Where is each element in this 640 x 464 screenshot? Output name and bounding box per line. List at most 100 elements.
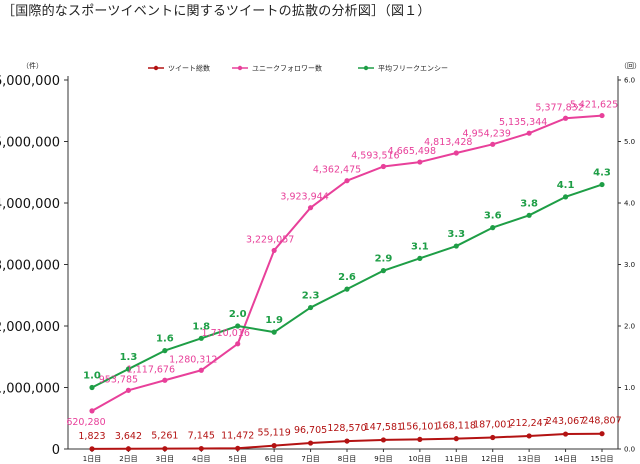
data-point (125, 387, 132, 393)
data-point (198, 367, 204, 373)
data-label: 4.1 (557, 180, 575, 191)
data-point (162, 348, 168, 354)
data-label: 5,135,344 (499, 117, 547, 128)
data-point (125, 366, 132, 372)
data-point (271, 443, 277, 449)
data-point (125, 446, 132, 452)
data-label: 3,642 (115, 431, 142, 442)
data-label: 1,280,312 (169, 354, 217, 365)
data-label: 55,119 (258, 428, 291, 439)
data-point (380, 163, 387, 170)
data-point (526, 433, 532, 439)
data-point (453, 436, 459, 442)
data-label: 11,472 (221, 430, 254, 441)
data-label: 1,710,016 (202, 328, 250, 339)
data-point (562, 194, 569, 200)
data-point (89, 446, 95, 452)
right-axis-unit: （回） (620, 62, 640, 70)
data-point (380, 437, 387, 443)
data-label: 620,280 (66, 417, 105, 428)
data-label: 4,665,498 (388, 146, 436, 157)
right-axis-tick-label: 6.0 (624, 77, 635, 85)
data-point (490, 225, 496, 231)
data-point (89, 384, 95, 391)
data-point (271, 247, 277, 254)
data-point (417, 159, 423, 165)
x-axis-tick-label: 14日目 (554, 455, 577, 463)
data-point (235, 445, 241, 451)
data-label: 128,570 (327, 423, 366, 434)
data-point (344, 286, 350, 292)
legend-label: ユニークフォロワー数 (252, 64, 322, 73)
left-axis-unit: （件） (22, 61, 43, 70)
data-label: 1.3 (120, 352, 138, 363)
data-point (526, 130, 532, 136)
data-label: 2.6 (338, 272, 356, 283)
data-label: 7,145 (188, 431, 215, 442)
data-label: 953,785 (99, 374, 138, 385)
data-label: 1.8 (192, 321, 210, 332)
data-point (490, 141, 496, 147)
data-point (453, 150, 459, 156)
x-axis-tick-label: 7日目 (301, 455, 319, 463)
data-point (198, 335, 204, 341)
data-label: 4,593,516 (351, 150, 399, 161)
legend-swatch-marker (363, 65, 369, 71)
data-point (235, 323, 241, 329)
data-point (562, 115, 569, 121)
data-label: 96,705 (294, 425, 327, 436)
x-axis-tick-label: 11日目 (445, 455, 468, 463)
data-point (271, 329, 277, 335)
x-axis-tick-label: 15日目 (591, 455, 614, 463)
data-label: 3,229,057 (246, 234, 294, 245)
data-label: 4.3 (593, 168, 611, 179)
x-axis-tick-label: 3日目 (156, 455, 174, 463)
left-axis-tick-label: 4,000,000 (0, 197, 60, 212)
data-label: 147,581 (364, 422, 403, 433)
data-point (380, 268, 387, 274)
data-point (599, 112, 605, 119)
data-point (235, 341, 241, 347)
data-label: 4,954,239 (463, 128, 511, 139)
data-label: 5,421,625 (570, 100, 618, 111)
data-point (344, 438, 350, 444)
legend-swatch-marker (153, 65, 159, 71)
data-label: 1,823 (78, 431, 105, 442)
left-axis-tick-label: 1,000,000 (0, 382, 60, 397)
chart-axes: （件） （回） 0 1,000,000 2,000,000 3,000,000 4,000,… (0, 61, 640, 463)
left-axis-tick-label: 2,000,000 (0, 320, 60, 335)
x-axis-tick-label: 10日目 (408, 455, 431, 463)
chart-series (89, 112, 605, 452)
data-label: 212,247 (509, 418, 548, 429)
x-axis-tick-label: 4日目 (192, 455, 210, 463)
data-label: 3.8 (520, 198, 538, 209)
data-point (599, 431, 605, 437)
right-axis-tick-label: 0.0 (624, 446, 635, 454)
left-axis-tick-label: 0 (52, 443, 60, 458)
data-label: 156,101 (400, 421, 439, 432)
left-axis-tick-label: 6,000,000 (0, 74, 60, 89)
data-point (417, 255, 423, 261)
data-label: 3,923,944 (280, 192, 328, 203)
data-label: 1.0 (83, 371, 101, 382)
legend-label: ツイート総数 (168, 64, 210, 73)
data-label: 1.6 (156, 334, 174, 345)
legend-label: 平均フリークエンシー (378, 64, 448, 73)
page-title: ［国際的なスポーツイベントに関するツイートの拡散の分析図］（図１） (2, 4, 431, 19)
x-axis-tick-label: 8日目 (338, 455, 356, 463)
data-label: 3.6 (484, 211, 502, 222)
left-axis-tick-label: 5,000,000 (0, 136, 60, 151)
x-axis-tick-label: 5日目 (228, 455, 246, 463)
data-point (417, 436, 423, 442)
data-label: 1.9 (265, 315, 283, 326)
left-axis-tick-label: 3,000,000 (0, 259, 60, 274)
x-axis-tick-label: 1日目 (83, 455, 101, 463)
data-label: 2.3 (302, 291, 320, 302)
right-axis-tick-label: 5.0 (624, 138, 635, 146)
right-axis-tick-label: 1.0 (624, 384, 635, 392)
data-label: 4,362,475 (313, 165, 361, 176)
data-label: 3.1 (411, 241, 429, 252)
data-point (344, 178, 350, 184)
data-point (307, 205, 314, 211)
